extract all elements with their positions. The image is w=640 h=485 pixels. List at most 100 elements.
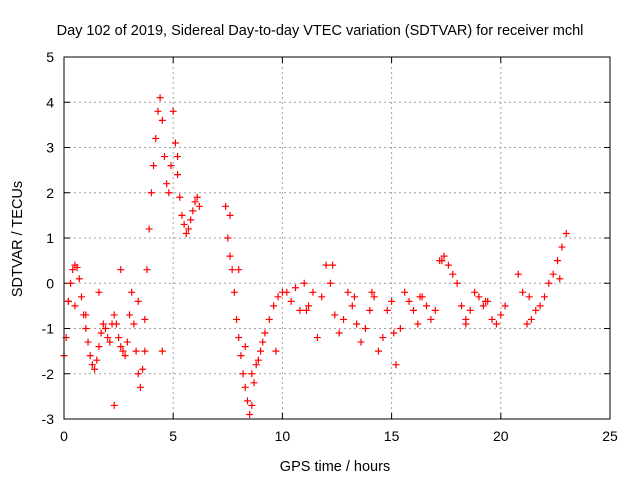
data-point [453,279,461,287]
data-point [75,275,83,283]
data-point [392,361,400,369]
data-point [309,288,317,296]
y-tick-label: 0 [46,275,54,291]
data-point [224,234,232,242]
data-point [130,320,138,328]
data-point [248,401,256,409]
data-point [350,293,358,301]
data-point [73,263,81,271]
data-point [374,347,382,355]
data-point [379,334,387,342]
data-point [248,370,256,378]
data-point [265,315,273,323]
data-point [86,352,94,360]
data-point [536,302,544,310]
data-point [191,198,199,206]
data-point [246,410,254,418]
data-point [165,189,173,197]
data-point [558,243,566,251]
data-point [134,370,142,378]
data-point [318,293,326,301]
data-point [126,311,134,319]
data-point [147,189,155,197]
data-point [254,356,262,364]
data-point [174,153,182,161]
data-point [115,334,123,342]
data-point [488,315,496,323]
data-point [335,329,343,337]
data-point [287,297,295,305]
y-tick-label: 4 [46,94,54,110]
data-point [71,302,79,310]
data-point [141,315,149,323]
data-point [235,334,243,342]
data-point [180,220,188,228]
data-point [134,297,142,305]
data-point [272,347,280,355]
data-point [95,288,103,296]
data-point [160,153,168,161]
data-point [457,302,465,310]
data-point [64,297,72,305]
data-point [340,315,348,323]
data-point [121,352,129,360]
data-point [84,338,92,346]
data-point [117,266,125,274]
data-point [257,347,265,355]
data-point [305,302,313,310]
data-point [326,279,334,287]
data-point [300,279,308,287]
grid [64,57,610,419]
data-point [233,315,241,323]
data-point [145,225,153,233]
data-point [525,293,533,301]
data-point [136,383,144,391]
y-tick-label: -3 [42,411,55,427]
data-point [444,261,452,269]
data-point [501,302,509,310]
data-point [423,302,431,310]
y-tick-label: 1 [46,230,54,246]
data-point [193,193,201,201]
x-tick-label: 20 [493,428,509,444]
data-point [95,343,103,351]
data-point [361,325,369,332]
data-point [527,315,535,323]
data-point [523,320,531,328]
x-tick-label: 10 [275,428,291,444]
data-points [60,94,570,418]
data-point [154,107,162,115]
data-point [261,329,269,337]
data-point [322,261,330,269]
data-point [449,270,457,278]
data-point [292,284,300,292]
data-point [93,356,101,364]
data-point [189,207,197,215]
data-point [82,325,90,332]
data-point [329,261,337,269]
data-point [519,288,527,296]
data-point [540,293,548,301]
data-point [283,288,291,296]
data-point [69,266,77,274]
data-point [296,306,304,314]
data-point [414,320,422,328]
data-point [178,211,186,219]
data-point [344,288,352,296]
data-point [67,279,75,287]
data-point [427,315,435,323]
data-point [237,352,245,360]
data-point [163,180,171,188]
data-point [431,306,439,314]
data-point [514,270,522,278]
y-tick-label: 2 [46,185,54,201]
data-point [475,293,483,301]
data-point [562,229,570,237]
data-point [466,306,474,314]
data-point [274,293,282,301]
data-point [97,329,105,337]
data-point [187,216,195,224]
data-point [401,288,409,296]
